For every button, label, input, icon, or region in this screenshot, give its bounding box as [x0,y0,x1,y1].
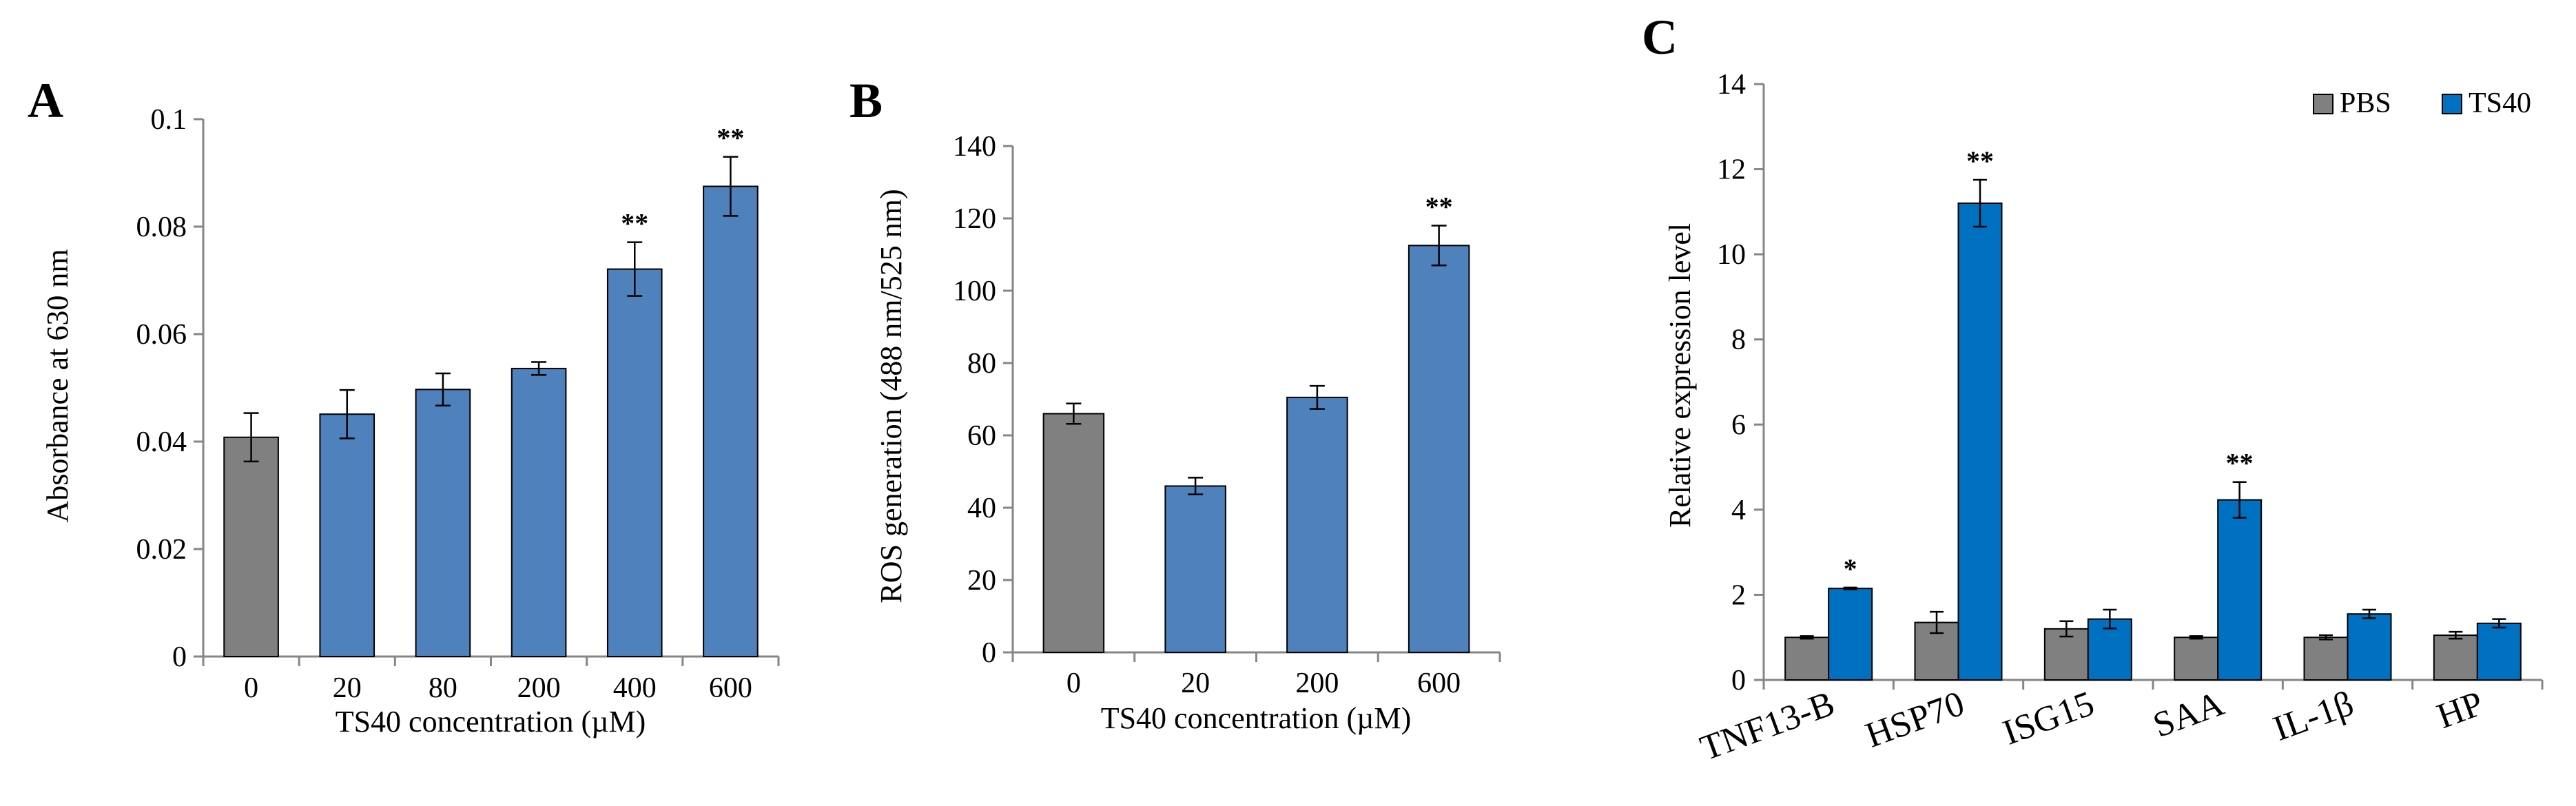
x-tick-label: ISG15 [1998,684,2099,753]
x-tick-label: 400 [613,672,657,704]
error-bar [2492,618,2506,629]
significance-marker: ** [717,123,744,154]
bar-ts40 [2476,622,2522,681]
x-tick-label: IL-1β [2268,684,2358,749]
bar-pbs [2303,637,2349,681]
y-tick-label: 0.08 [136,211,187,243]
y-tick-label: 0.06 [136,319,187,351]
significance-marker: ** [1966,145,1994,176]
error-bar [435,372,451,406]
y-tick-label: 0.04 [136,426,187,458]
error-bar [243,412,259,463]
panel-letter-C: C [1642,10,1678,65]
x-tick-label: 600 [1417,668,1461,699]
x-tick-label: SAA [2148,684,2229,745]
error-bar [1930,610,1944,634]
legend-swatch-pbs [2313,94,2333,114]
x-tick-label: TNF13-B [1696,684,1840,769]
error-bar [1800,635,1814,640]
y-tick-label: 4 [1731,495,1746,526]
x-tick-label: 200 [517,672,561,704]
error-bar [2449,630,2463,640]
y-tick-label: 12 [1717,154,1746,186]
error-bar [531,361,547,376]
y-tick-label: 120 [953,203,996,235]
bar-ts40 [1828,588,1873,681]
bar [319,413,375,657]
x-tick-label: 0 [1067,668,1081,699]
bar-ts40 [2347,613,2392,681]
bar-ts40 [2217,499,2263,681]
bar-pbs [2174,637,2219,681]
bar-pbs [1784,637,1830,681]
error-bar [1431,225,1447,267]
legend-label: PBS [2340,87,2391,119]
y-tick-label: 10 [1717,239,1746,271]
error-bar [1188,477,1204,495]
y-axis-title: Relative expression level [1663,223,1697,528]
y-tick-label: 100 [953,276,996,307]
bar [1164,485,1226,653]
x-axis-title: TS40 concentration (µM) [336,705,646,738]
x-tick-label: 600 [709,672,752,704]
bar-ts40 [1957,203,2003,681]
error-bar [2103,608,2117,630]
significance-marker: ** [2226,448,2254,479]
x-tick-label: HP [2432,684,2489,736]
error-bar [2232,481,2247,519]
x-axis-title: TS40 concentration (µM) [1101,701,1412,735]
y-tick-label: 60 [967,420,996,452]
error-bar [1973,178,1987,228]
error-bar [2189,635,2203,640]
y-tick-label: 6 [1731,409,1746,441]
y-tick-label: 0.02 [136,534,187,566]
bar [1286,396,1348,653]
error-bar [627,241,643,297]
error-bar [2319,634,2333,641]
error-bar [2059,620,2074,638]
y-tick-label: 140 [953,131,996,163]
error-bar [723,156,739,217]
x-tick-label: 200 [1295,668,1339,699]
legend-label: TS40 [2469,87,2531,119]
y-tick-label: 0 [982,637,996,669]
y-tick-label: 0.1 [151,104,187,136]
y-tick-label: 0 [172,641,187,673]
error-bar [1843,586,1857,590]
error-bar [2362,608,2376,619]
bar [511,367,567,657]
y-axis-title: Absorbance at 630 nm [41,249,74,522]
bar [703,185,759,657]
y-tick-label: 2 [1731,579,1746,611]
error-bar [1066,402,1082,425]
bar-pbs [2433,634,2478,681]
error-bar [339,389,355,440]
y-tick-label: 40 [967,493,996,524]
x-tick-label: 0 [244,672,258,704]
y-tick-label: 0 [1731,665,1746,696]
x-tick-label: 20 [1181,668,1210,699]
y-tick-label: 20 [967,565,996,597]
bar [606,268,663,657]
legend-swatch-ts40 [2442,94,2462,114]
significance-marker: ** [621,208,648,239]
x-tick-label: 20 [333,672,362,704]
x-tick-label: HSP70 [1861,684,1970,756]
panel-letter-A: A [28,73,63,128]
significance-marker: ** [1425,192,1453,223]
bar [1042,413,1105,653]
panel-letter-B: B [849,73,883,128]
significance-marker: * [1844,553,1857,584]
error-bar [1309,384,1325,410]
bar [415,389,471,658]
x-tick-label: 80 [429,672,457,704]
y-tick-label: 8 [1731,324,1746,356]
y-tick-label: 14 [1717,69,1746,101]
y-tick-label: 80 [967,348,996,380]
bar [223,436,279,657]
y-axis-title: ROS generation (488 nm/525 nm) [874,189,908,603]
bar [1408,245,1470,653]
